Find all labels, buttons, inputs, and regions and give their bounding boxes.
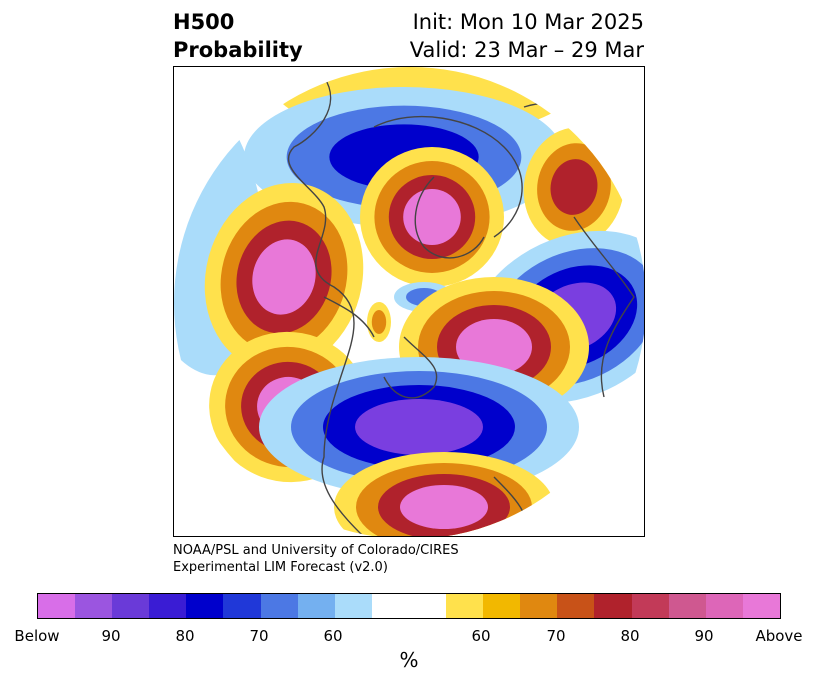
colorbar-segment <box>112 594 150 618</box>
map-disk <box>174 67 644 536</box>
colorbar-tick-label: 60 <box>323 627 343 645</box>
credit-line-2: Experimental LIM Forecast (v2.0) <box>173 560 388 575</box>
valid-range: Valid: 23 Mar – 29 Mar <box>409 38 644 62</box>
colorbar-segment <box>75 594 113 618</box>
colorbar-tick-label: Above <box>755 627 803 645</box>
colorbar-tick-label: 70 <box>249 627 269 645</box>
colorbar-segment <box>371 594 447 618</box>
above-normal-contour <box>371 310 387 334</box>
coastline <box>373 115 523 238</box>
colorbar-segment <box>520 594 558 618</box>
probability-map <box>174 67 644 536</box>
colorbar-segment <box>149 594 187 618</box>
colorbar-segment <box>446 594 484 618</box>
above-normal-contour <box>456 319 532 375</box>
colorbar-segment <box>557 594 595 618</box>
colorbar-tick-label: Below <box>14 627 60 645</box>
colorbar-segment <box>631 594 669 618</box>
coastline <box>414 176 485 259</box>
colorbar <box>37 593 781 619</box>
colorbar-tick-label: 80 <box>620 627 640 645</box>
colorbar-tick-label: 80 <box>175 627 195 645</box>
coastlines <box>287 76 635 536</box>
colorbar-segment <box>334 594 372 618</box>
colorbar-segment <box>483 594 521 618</box>
title-variable: H500 <box>173 10 235 34</box>
anomaly-contours <box>174 67 644 536</box>
coastline <box>323 296 375 338</box>
above-normal-contour <box>403 189 461 245</box>
colorbar-segment <box>297 594 335 618</box>
colorbar-tick-label: 90 <box>694 627 714 645</box>
coastline <box>573 216 635 398</box>
colorbar-segment <box>223 594 261 618</box>
colorbar-tick-label: 70 <box>546 627 566 645</box>
colorbar-tick-label: 90 <box>101 627 121 645</box>
colorbar-segment <box>260 594 298 618</box>
coastline <box>287 76 355 368</box>
colorbar-segment <box>186 594 224 618</box>
map-panel <box>173 66 645 537</box>
above-normal-contour <box>252 239 316 315</box>
colorbar-segment <box>705 594 743 618</box>
credit-line-1: NOAA/PSL and University of Colorado/CIRE… <box>173 543 459 558</box>
above-normal-contour <box>400 485 488 529</box>
colorbar-tick-label: 60 <box>471 627 491 645</box>
date-block: Init: Mon 10 Mar 2025 Valid: 23 Mar – 29… <box>410 8 644 64</box>
colorbar-segment <box>38 594 76 618</box>
coastline <box>383 336 438 399</box>
title-product: Probability <box>173 38 303 62</box>
colorbar-segment <box>594 594 632 618</box>
title-block: H500 Probability <box>173 8 303 64</box>
colorbar-segment <box>742 594 780 618</box>
colorbar-segment <box>668 594 706 618</box>
below-normal-contour <box>355 399 483 455</box>
colorbar-unit: % <box>399 648 419 672</box>
init-date: Init: Mon 10 Mar 2025 <box>412 10 644 34</box>
coastline <box>321 366 365 536</box>
credit-text: NOAA/PSL and University of Colorado/CIRE… <box>173 542 459 576</box>
above-normal-contour <box>550 159 598 215</box>
